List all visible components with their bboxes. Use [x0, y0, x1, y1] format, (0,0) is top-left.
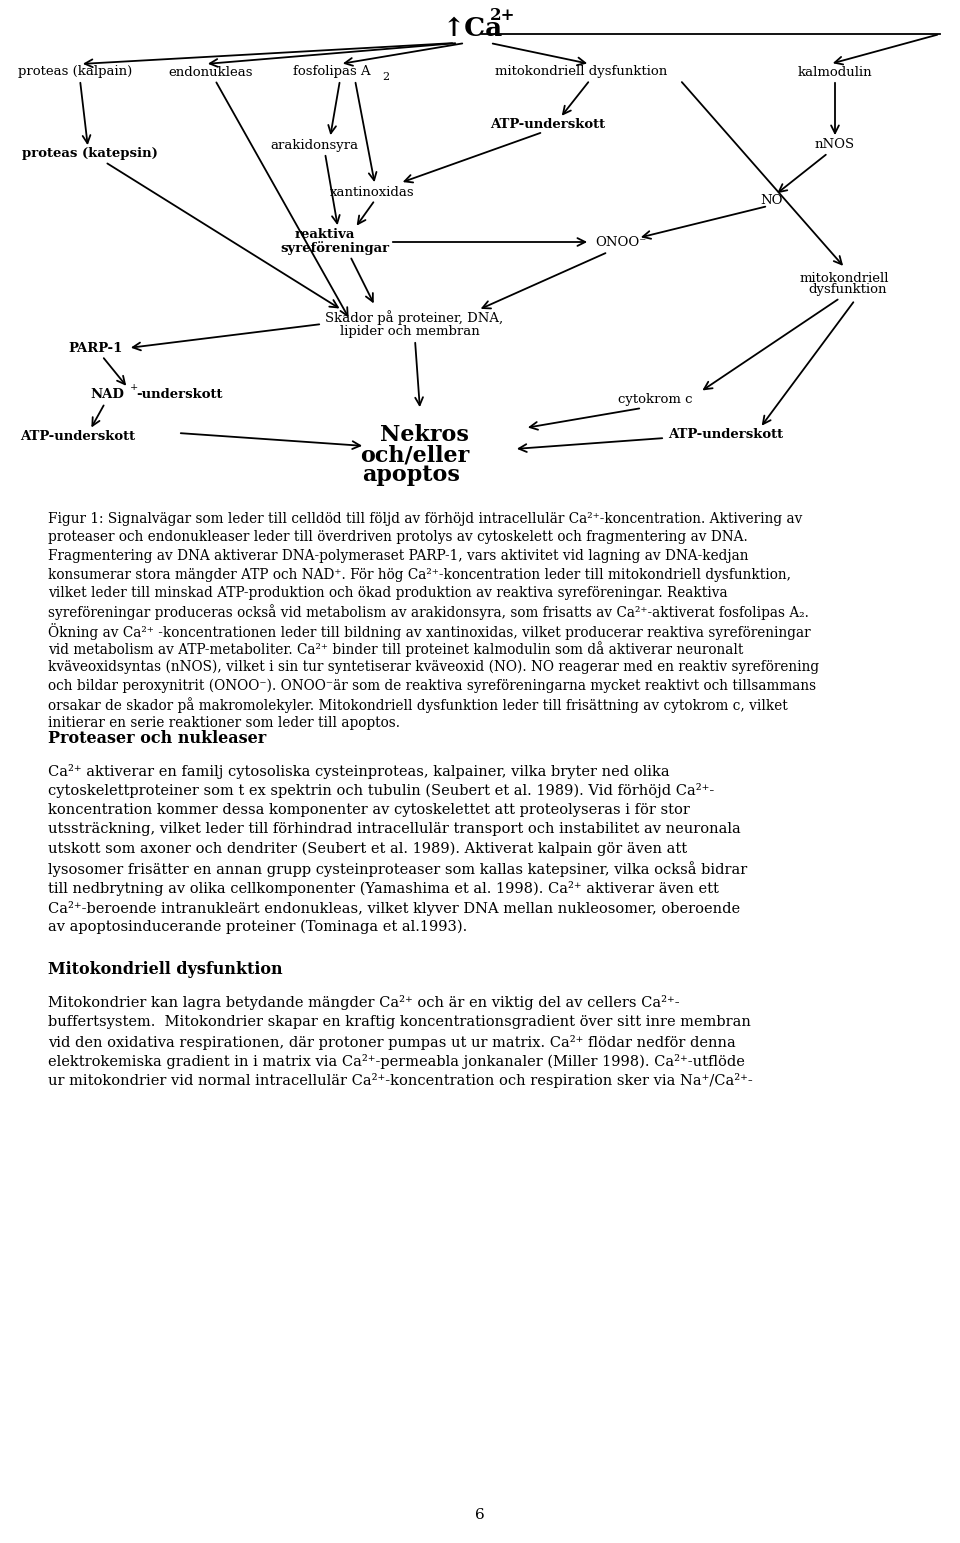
- Text: proteas (kalpain): proteas (kalpain): [18, 65, 132, 79]
- Text: orsakar de skador på makromolekyler. Mitokondriell dysfunktion leder till frisät: orsakar de skador på makromolekyler. Mit…: [48, 697, 788, 713]
- Text: +: +: [130, 384, 138, 392]
- Text: Fragmentering av DNA aktiverar DNA-polymeraset PARP-1, vars aktivitet vid lagnin: Fragmentering av DNA aktiverar DNA-polym…: [48, 549, 749, 563]
- Text: xantinoxidas: xantinoxidas: [330, 185, 415, 199]
- Text: 2: 2: [382, 73, 389, 82]
- Text: Mitokondriell dysfunktion: Mitokondriell dysfunktion: [48, 961, 282, 978]
- Text: mitokondriell dysfunktion: mitokondriell dysfunktion: [495, 65, 667, 79]
- Text: ATP-underskott: ATP-underskott: [20, 429, 135, 443]
- Text: lysosomer frisätter en annan grupp cysteinproteaser som kallas katepsiner, vilka: lysosomer frisätter en annan grupp cyste…: [48, 861, 747, 878]
- Text: ATP-underskott: ATP-underskott: [668, 429, 783, 441]
- Text: -underskott: -underskott: [136, 389, 223, 401]
- Text: syreföreningar: syreföreningar: [280, 241, 389, 255]
- Text: Proteaser och nukleaser: Proteaser och nukleaser: [48, 730, 266, 747]
- Text: och bildar peroxynitrit (ONOO⁻). ONOO⁻är som de reaktiva syreföreningarna mycket: och bildar peroxynitrit (ONOO⁻). ONOO⁻är…: [48, 679, 816, 693]
- Text: Ca²⁺-beroende intranukleärt endonukleas, vilket klyver DNA mellan nukleosomer, o: Ca²⁺-beroende intranukleärt endonukleas,…: [48, 901, 740, 915]
- Text: nNOS: nNOS: [815, 139, 855, 151]
- Text: konsumerar stora mängder ATP och NAD⁺. För hög Ca²⁺-koncentration leder till mit: konsumerar stora mängder ATP och NAD⁺. F…: [48, 568, 791, 582]
- Text: cytokrom c: cytokrom c: [618, 393, 692, 406]
- Text: initierar en serie reaktioner som leder till apoptos.: initierar en serie reaktioner som leder …: [48, 716, 400, 730]
- Text: NO: NO: [760, 193, 782, 207]
- Text: Mitokondrier kan lagra betydande mängder Ca²⁺ och är en viktig del av cellers Ca: Mitokondrier kan lagra betydande mängder…: [48, 995, 680, 1011]
- Text: NAD: NAD: [90, 389, 124, 401]
- Text: Figur 1: Signalvägar som leder till celldöd till följd av förhöjd intracellulär : Figur 1: Signalvägar som leder till cell…: [48, 512, 803, 526]
- Text: endonukleas: endonukleas: [168, 65, 252, 79]
- Text: utskott som axoner och dendriter (Seubert et al. 1989). Aktiverat kalpain gör äv: utskott som axoner och dendriter (Seuber…: [48, 842, 687, 856]
- Text: ATP-underskott: ATP-underskott: [490, 117, 605, 131]
- Text: kväveoxidsyntas (nNOS), vilket i sin tur syntetiserar kväveoxid (NO). NO reagera: kväveoxidsyntas (nNOS), vilket i sin tur…: [48, 660, 819, 674]
- Text: 2+: 2+: [490, 8, 516, 25]
- Text: ONOO⁻: ONOO⁻: [595, 236, 646, 248]
- Text: dysfunktion: dysfunktion: [808, 284, 886, 296]
- Text: buffertsystem.  Mitokondrier skapar en kraftig koncentrationsgradient över sitt : buffertsystem. Mitokondrier skapar en kr…: [48, 1015, 751, 1029]
- Text: fosfolipas A: fosfolipas A: [293, 65, 371, 79]
- Text: ↑Ca: ↑Ca: [442, 15, 502, 40]
- Text: proteaser och endonukleaser leder till överdriven protolys av cytoskelett och fr: proteaser och endonukleaser leder till ö…: [48, 531, 748, 545]
- Text: till nedbrytning av olika cellkomponenter (Yamashima et al. 1998). Ca²⁺ aktivera: till nedbrytning av olika cellkomponente…: [48, 881, 719, 896]
- Text: av apoptosinducerande proteiner (Tominaga et al.1993).: av apoptosinducerande proteiner (Tominag…: [48, 920, 468, 935]
- Text: mitokondriell: mitokondriell: [800, 272, 890, 284]
- Text: Ca²⁺ aktiverar en familj cytosoliska cysteinproteas, kalpainer, vilka bryter ned: Ca²⁺ aktiverar en familj cytosoliska cys…: [48, 764, 670, 779]
- Text: reaktiva: reaktiva: [295, 228, 355, 242]
- Text: ur mitokondrier vid normal intracellulär Ca²⁺-koncentration och respiration sker: ur mitokondrier vid normal intracellulär…: [48, 1074, 753, 1088]
- Text: kalmodulin: kalmodulin: [798, 65, 873, 79]
- Text: koncentration kommer dessa komponenter av cytoskelettet att proteolyseras i för : koncentration kommer dessa komponenter a…: [48, 802, 690, 816]
- Text: PARP-1: PARP-1: [68, 341, 122, 355]
- Text: vid metabolism av ATP-metaboliter. Ca²⁺ binder till proteinet kalmodulin som då : vid metabolism av ATP-metaboliter. Ca²⁺ …: [48, 642, 743, 657]
- Text: cytoskelettproteiner som t ex spektrin och tubulin (Seubert et al. 1989). Vid fö: cytoskelettproteiner som t ex spektrin o…: [48, 784, 714, 798]
- Text: proteas (katepsin): proteas (katepsin): [22, 148, 157, 160]
- Text: vilket leder till minskad ATP-produktion och ökad produktion av reaktiva syreför: vilket leder till minskad ATP-produktion…: [48, 586, 728, 600]
- Text: lipider och membran: lipider och membran: [340, 324, 480, 338]
- Text: och/eller: och/eller: [360, 444, 469, 466]
- Text: Nekros: Nekros: [380, 424, 468, 446]
- Text: Ökning av Ca²⁺ -koncentrationen leder till bildning av xantinoxidas, vilket prod: Ökning av Ca²⁺ -koncentrationen leder ti…: [48, 623, 810, 640]
- Text: apoptos: apoptos: [362, 464, 460, 486]
- Text: 6: 6: [475, 1508, 485, 1521]
- Text: arakidonsyra: arakidonsyra: [270, 139, 358, 151]
- Text: Skador på proteiner, DNA,: Skador på proteiner, DNA,: [325, 310, 503, 326]
- Text: syreföreningar produceras också vid metabolism av arakidonsyra, som frisatts av : syreföreningar produceras också vid meta…: [48, 605, 809, 620]
- Text: elektrokemiska gradient in i matrix via Ca²⁺-permeabla jonkanaler (Miller 1998).: elektrokemiska gradient in i matrix via …: [48, 1054, 745, 1069]
- Text: utssträckning, vilket leder till förhindrad intracellulär transport och instabil: utssträckning, vilket leder till förhind…: [48, 822, 741, 836]
- Text: vid den oxidativa respirationen, där protoner pumpas ut ur matrix. Ca²⁺ flödar n: vid den oxidativa respirationen, där pro…: [48, 1034, 735, 1049]
